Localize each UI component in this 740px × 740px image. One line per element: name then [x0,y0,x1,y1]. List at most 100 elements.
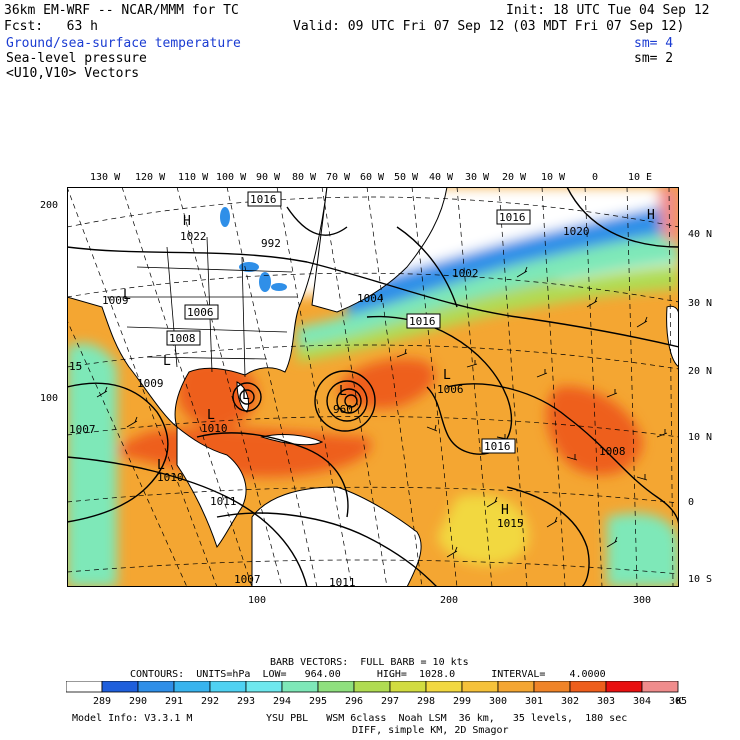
pressure-label: 1004 [357,292,384,305]
pressure-label: 1008 [599,445,626,458]
lat-label: 30 N [688,298,713,309]
pressure-label: 1009 [137,377,164,390]
color-bar-label: 302 [561,696,580,707]
field-sst-smoothing: sm= 4 [634,36,674,51]
low-center: L [207,408,215,423]
color-bar-swatch [66,681,103,693]
pressure-label: 1010 [201,422,228,435]
model-info: Model Info: V3.3.1 M [72,713,193,724]
lon-label: 100 W [216,172,247,183]
lon-label: 0 [592,172,599,183]
color-bar-label: 289 [93,696,112,707]
lat-label: 0 [688,497,695,508]
pressure-label: 1011 [210,495,237,508]
high-center: H [501,503,509,518]
wind-barbs [96,266,668,558]
color-bar-swatch [173,681,211,693]
lat-label: 10 S [688,574,713,585]
color-bar-label: 299 [453,696,472,707]
color-bar-swatch [101,681,139,693]
pressure-label: 1016 [499,211,526,224]
canada-east [311,187,448,313]
pressure-label: 1006 [187,306,214,319]
low-center: L [163,354,171,369]
lon-label: 40 W [429,172,454,183]
color-bar-swatch [533,681,571,693]
physics-info: YSU PBL WSM 6class Noah LSM 36 km, 35 le… [266,713,628,724]
color-bar-swatch [209,681,247,693]
lon-label: 60 W [360,172,385,183]
color-bar-label: 303 [597,696,616,707]
lon-label: 50 W [394,172,419,183]
grid-y-label: 200 [40,200,59,211]
label-box [184,304,219,320]
great-lakes [220,207,287,292]
color-bar-label: 290 [129,696,148,707]
central-america [176,425,247,549]
pressure-label: 1011 [329,576,356,587]
lon-label: 90 W [256,172,281,183]
color-bar-swatch [425,681,463,693]
color-bar-swatch [605,681,643,693]
state-borders [107,236,297,378]
pressure-label: 1010 [157,471,184,484]
color-bar-swatch [641,681,679,693]
high-center: H [647,208,655,223]
field-vectors: <U10,V10> Vectors [6,66,140,81]
pressure-labels: 1016 1016 1020 992 1022 1002 1009 1006 1… [69,191,626,587]
color-bar-swatch [389,681,427,693]
pressure-centers: H H L L L L L L H L [123,208,655,518]
lon-label: 10 E [628,172,653,183]
forecast-hour: Fcst: 63 h [4,19,98,34]
pressure-label: 1002 [452,267,479,280]
barb-info: BARB VECTORS: FULL BARB = 10 kts [270,657,469,668]
color-bar-unit: K [676,696,683,707]
lat-label: 20 N [688,366,713,377]
color-bar-swatch [245,681,283,693]
grid-x-label: 100 [248,595,267,606]
pressure-label: 1007 [69,423,96,436]
lon-label: 110 W [178,172,209,183]
valid-time: Valid: 09 UTC Fri 07 Sep 12 (03 MDT Fri … [293,19,685,34]
color-bar-label: 294 [273,696,292,707]
color-bar [66,681,679,693]
weather-map: 1016 1016 1020 992 1022 1002 1009 1006 1… [67,187,679,587]
lat-label: 40 N [688,229,713,240]
lon-label: 130 W [90,172,121,183]
color-bar-label: 292 [201,696,220,707]
high-center: H [183,214,191,229]
lon-label: 20 W [502,172,527,183]
lon-label: 70 W [326,172,351,183]
color-bar-swatch [317,681,355,693]
contour-info: CONTOURS: UNITS=hPa LOW= 964.00 HIGH= 10… [130,669,606,680]
map-frame [67,187,679,587]
label-box [406,313,441,329]
pressure-label: 1022 [180,230,207,243]
label-box [247,191,282,207]
hurricane-isobars [232,370,376,432]
cuba [260,434,324,446]
label-box [481,438,516,454]
color-bar-swatch [353,681,391,693]
field-sst: Ground/sea-surface temperature [6,36,241,51]
low-center: L [339,384,347,399]
grid-y-label: 100 [40,393,59,404]
color-bar-label: 296 [345,696,364,707]
field-slp-smoothing: sm= 2 [634,51,674,66]
low-center: L [123,288,131,303]
pressure-label: 1016 [250,193,277,206]
lon-label: 80 W [292,172,317,183]
pressure-label: 1006 [437,383,464,396]
pressure-label: 1020 [563,225,590,238]
west-africa [666,305,679,368]
pressure-label: 1007 [234,573,261,586]
color-bar-label: 291 [165,696,184,707]
low-center: L [443,368,451,383]
color-bar-swatch [569,681,607,693]
pressure-label: 15 [69,360,82,373]
color-bar-label: 305 [669,696,688,707]
lon-label: 30 W [465,172,490,183]
color-bar-swatch [281,681,319,693]
pressure-label: 1016 [484,440,511,453]
lon-label: 120 W [135,172,166,183]
